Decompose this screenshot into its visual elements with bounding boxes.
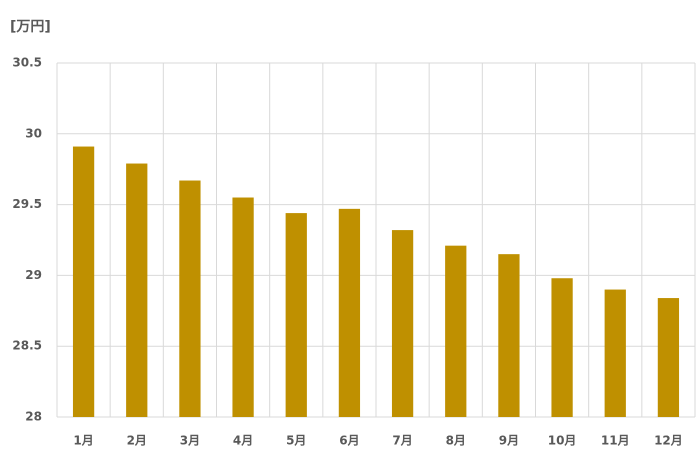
x-tick-label: 5月 [286,434,306,448]
y-tick-label: 30.5 [12,56,42,70]
bar [126,163,148,417]
x-tick-label: 11月 [601,434,630,448]
x-tick-label: 9月 [499,434,519,448]
x-tick-label: 1月 [73,434,93,448]
bar [604,289,626,417]
x-tick-label: 6月 [339,434,359,448]
bar [551,278,573,417]
bar [338,208,361,417]
x-tick-label: 7月 [392,434,412,448]
x-tick-label: 8月 [446,434,466,448]
bar [179,180,201,417]
y-tick-label: 29 [25,268,42,282]
bar [232,197,254,417]
x-tick-label: 4月 [233,434,253,448]
y-tick-label: 28 [25,410,42,424]
bar [445,245,467,417]
bar [657,298,680,417]
bar [498,254,520,417]
y-tick-label: 28.5 [12,339,42,353]
x-tick-label: 10月 [548,434,577,448]
x-tick-label: 3月 [180,434,200,448]
bar [72,146,95,417]
unit-label: [万円] [10,19,51,35]
y-tick-label: 29.5 [12,197,42,211]
y-tick-label: 30 [25,126,42,140]
x-tick-label: 12月 [654,434,683,448]
bar [391,230,414,417]
bar [285,213,307,417]
x-tick-label: 2月 [127,434,147,448]
